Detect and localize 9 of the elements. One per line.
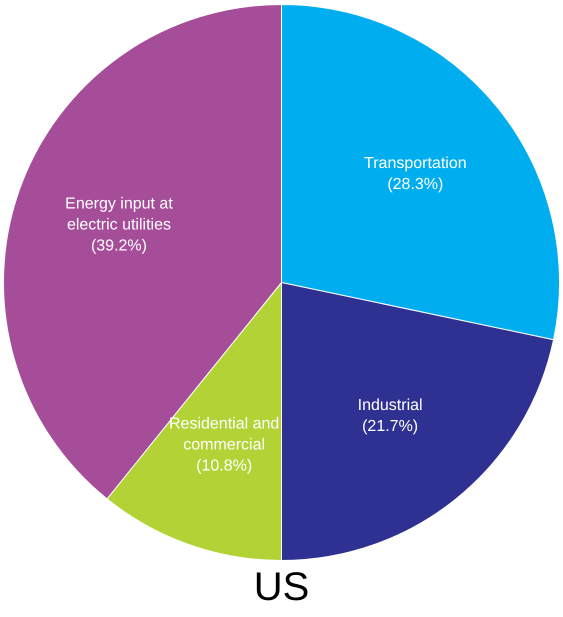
slice-label: Energy input at electric utilities xyxy=(65,196,174,234)
slice-label: Residential and commercial xyxy=(168,415,280,454)
data-label: (28.3%) xyxy=(387,176,444,193)
data-label: (10.8%) xyxy=(196,457,252,474)
slice-label: Transportation xyxy=(364,154,467,172)
data-label: (39.2%) xyxy=(90,238,147,255)
slice-label: Industrial xyxy=(358,397,423,414)
data-label: (21.7%) xyxy=(362,418,418,436)
text: US xyxy=(254,565,310,610)
